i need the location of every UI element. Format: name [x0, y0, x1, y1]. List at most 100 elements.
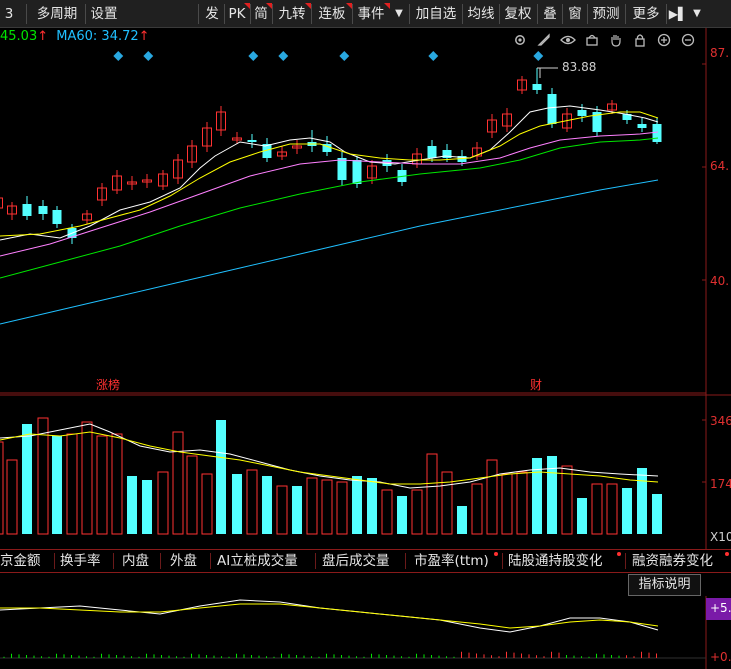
event-button[interactable]: 事件	[354, 3, 390, 25]
tab-separator	[625, 553, 626, 569]
volume-bar	[276, 485, 288, 535]
nine-turn-button[interactable]: 九转	[275, 3, 311, 25]
volume-bar	[547, 456, 557, 534]
settings-button[interactable]: 设置	[90, 6, 118, 22]
lock-icon[interactable]	[630, 30, 650, 50]
toolbar-separator	[198, 4, 199, 24]
finance-marker[interactable]: 财	[530, 378, 543, 392]
candle-body	[22, 204, 32, 216]
tab-separator	[502, 553, 503, 569]
zoom-out-icon[interactable]	[678, 30, 698, 50]
candle-body	[472, 147, 482, 157]
hand-icon[interactable]	[606, 30, 626, 50]
volume-bar	[172, 431, 184, 535]
tab-pe-ttm[interactable]: 市盈率(ttm)	[414, 553, 489, 569]
candle-body	[517, 79, 527, 91]
volume-bar	[471, 483, 483, 535]
volume-bar	[321, 479, 333, 535]
ma-readout-row: 45.03↑ MA60: 34.72↑	[0, 29, 150, 49]
forecast-button[interactable]: 预测	[592, 6, 620, 22]
simple-label: 简	[254, 6, 268, 22]
volume-bar	[457, 506, 467, 534]
red-flag-icon	[266, 3, 272, 9]
candlestick-chart[interactable]	[0, 28, 731, 394]
moving-average-button[interactable]: 均线	[467, 6, 495, 22]
fa-button[interactable]: 发	[205, 6, 219, 22]
indicator-chart[interactable]	[0, 596, 731, 669]
price-axis-label: 64.	[710, 159, 730, 173]
zoom-in-icon[interactable]	[654, 30, 674, 50]
volume-bar	[157, 471, 169, 535]
candle-body	[337, 158, 347, 180]
collapse-panel-icon[interactable]: ▶▌	[668, 7, 688, 21]
volume-chart[interactable]	[0, 394, 731, 549]
red-flag-icon	[384, 3, 390, 9]
adjust-price-button[interactable]: 复权	[504, 6, 532, 22]
volume-bar	[441, 471, 453, 535]
gear-icon[interactable]	[510, 30, 530, 50]
tab-separator	[210, 553, 211, 569]
toolbar-item-3[interactable]: 3	[4, 6, 14, 22]
indicator-dea-line	[0, 603, 659, 629]
more-dropdown-icon[interactable]: ▼	[693, 8, 701, 19]
volume-bar	[142, 480, 152, 534]
candle-body	[216, 111, 226, 131]
zhangbang-marker[interactable]: 涨榜	[96, 378, 121, 392]
overlay-button[interactable]: 叠	[543, 6, 557, 22]
candle-body	[367, 165, 377, 179]
pen-icon[interactable]	[534, 30, 554, 50]
add-watchlist-button[interactable]: 加自选	[415, 6, 457, 22]
candle-body	[202, 127, 212, 147]
more-button[interactable]: 更多	[632, 6, 660, 22]
candle-body	[82, 213, 92, 221]
volume-bar	[111, 433, 123, 535]
toolbar-separator	[409, 4, 410, 24]
window-button[interactable]: 窗	[568, 6, 582, 22]
candle-body	[577, 110, 587, 116]
tab-separator	[160, 553, 161, 569]
volume-bar	[186, 455, 198, 535]
volume-bar	[201, 473, 213, 535]
indicator-tab-bar: 京金额 换手率 内盘 外盘 AI立桩成交量 盘后成交量 市盈率(ttm) 陆股通…	[0, 549, 731, 573]
tab-turnover[interactable]: 换手率	[60, 553, 101, 569]
toolbar-separator	[462, 4, 463, 24]
volume-bar	[0, 441, 4, 535]
indicator-help-button[interactable]: 指标说明	[628, 574, 701, 596]
limit-board-button[interactable]: 连板	[314, 3, 352, 25]
tab-margin-trading[interactable]: 融资融券变化	[632, 553, 713, 569]
volume-bar	[561, 465, 573, 535]
candle-body	[622, 114, 632, 120]
tab-inner-volume[interactable]: 内盘	[122, 553, 149, 569]
tab-after-hours-volume[interactable]: 盘后成交量	[322, 553, 390, 569]
pk-button[interactable]: PK	[226, 3, 250, 25]
toolbar-separator	[311, 4, 312, 24]
event-diamond-icon	[113, 51, 124, 61]
candle-body	[637, 124, 647, 128]
tab-outer-volume[interactable]: 外盘	[170, 553, 197, 569]
ma-a-value: 45.03	[0, 29, 38, 44]
volume-bar	[52, 436, 62, 534]
candle-body	[652, 124, 662, 142]
event-diamond-icon	[248, 51, 259, 61]
new-badge-dot	[725, 552, 729, 556]
candle-body	[547, 94, 557, 124]
candle-body	[427, 146, 437, 158]
nine-turn-label: 九转	[278, 6, 306, 22]
volume-unit-label: X10	[710, 530, 731, 544]
tab-amount[interactable]: 京金额	[0, 553, 41, 569]
candle-body	[127, 181, 137, 185]
volume-bar	[501, 473, 513, 535]
volume-bar	[532, 458, 542, 534]
red-flag-icon	[244, 3, 250, 9]
simple-button[interactable]: 简	[252, 3, 272, 25]
basket-icon[interactable]	[582, 30, 602, 50]
tab-northbound-holdings[interactable]: 陆股通持股变化	[508, 553, 603, 569]
eye-icon[interactable]	[558, 30, 578, 50]
volume-bar	[81, 421, 93, 535]
tab-ai-pile-volume[interactable]: AI立桩成交量	[217, 553, 298, 569]
event-dropdown-icon[interactable]: ▼	[395, 8, 403, 19]
volume-bar	[606, 483, 618, 535]
volume-axis-label: 346	[710, 414, 731, 428]
candle-body	[112, 175, 122, 191]
multi-period-button[interactable]: 多周期	[36, 6, 78, 22]
